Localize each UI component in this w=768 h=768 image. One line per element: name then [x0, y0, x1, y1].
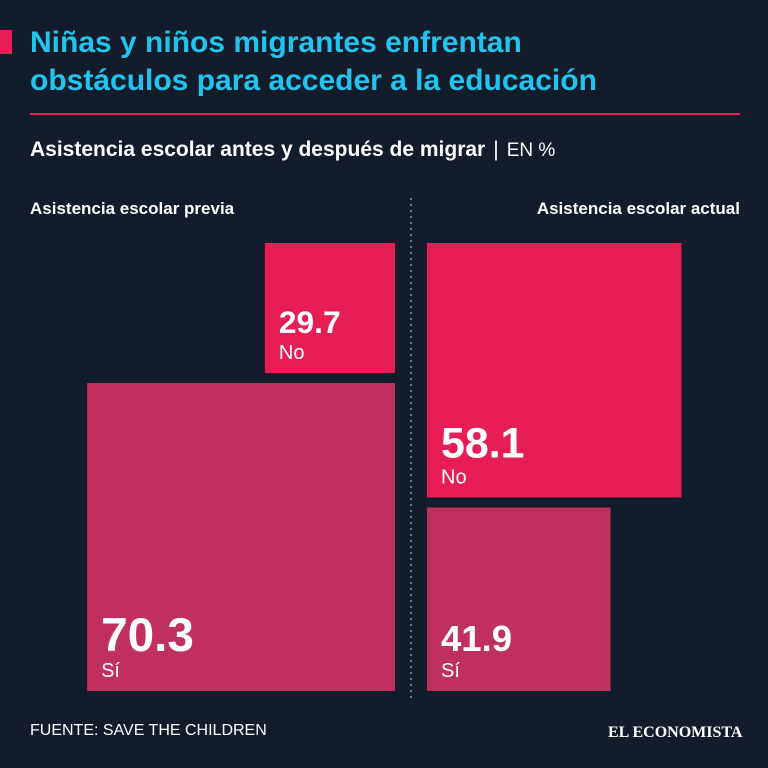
value-label: 58.1: [441, 419, 524, 467]
value-label: 29.7: [279, 304, 341, 340]
subtitle-row: Asistencia escolar antes y después de mi…: [30, 138, 555, 162]
separator: |: [493, 138, 499, 161]
square: [264, 243, 395, 374]
value-label: 41.9: [441, 618, 512, 659]
panel-title: Asistencia escolar actual: [537, 199, 740, 218]
source: FUENTE: SAVE THE CHILDREN: [30, 722, 267, 739]
category-label: Sí: [441, 660, 460, 682]
unit: EN %: [506, 140, 556, 161]
title-line: Niñas y niños migrantes enfrentan: [30, 26, 522, 59]
category-label: No: [279, 342, 305, 364]
square: [427, 243, 682, 498]
square: [87, 383, 395, 691]
brand: EL ECONOMISTA: [608, 724, 743, 741]
category-label: Sí: [101, 660, 120, 682]
subtitle: Asistencia escolar antes y después de mi…: [30, 138, 486, 161]
title-line: obstáculos para acceder a la educación: [30, 64, 597, 97]
square: [427, 507, 611, 691]
panel-title: Asistencia escolar previa: [30, 199, 235, 218]
category-label: No: [441, 466, 467, 488]
title: Niñas y niños migrantes enfrentan obstác…: [30, 24, 597, 100]
value-label: 70.3: [101, 609, 194, 662]
title-rule: [30, 113, 740, 115]
accent-bar: [0, 30, 12, 54]
